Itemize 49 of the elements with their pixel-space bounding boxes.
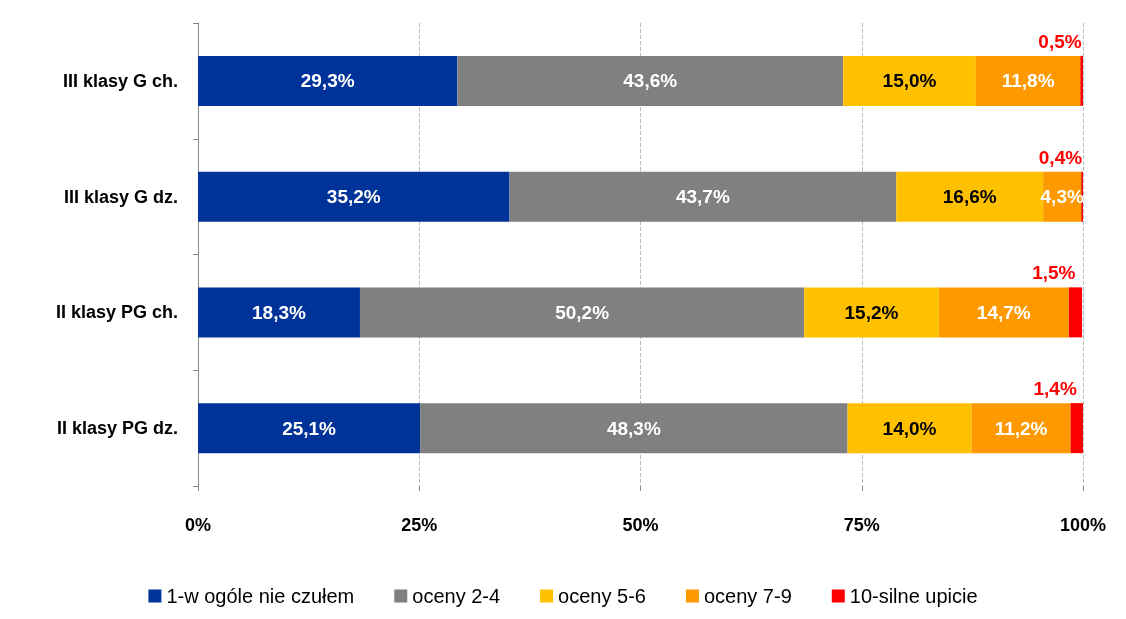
bar [975,55,1081,106]
data-label: 0,4% [1038,146,1083,168]
data-label: 25,1% [282,417,337,439]
data-label: 43,6% [623,70,678,92]
y-tick-label: II klasy PG dz. [56,418,178,439]
y-tick-label: II klasy PG ch. [55,302,178,323]
x-tick-label: 25% [401,515,438,535]
bar [198,287,360,338]
data-label: 50,2% [555,301,610,323]
data-label: 0,5% [1038,30,1082,52]
x-tick-label: 75% [843,515,880,535]
bar [198,55,458,106]
data-label: 43,7% [675,186,730,208]
x-tick-label: 100% [1059,515,1107,535]
x-tick-label: 0% [184,515,212,535]
data-label: 1,4% [1033,378,1077,400]
data-label: 14,0% [882,417,937,439]
data-label: 35,2% [326,186,381,208]
data-label: 18,3% [252,301,307,323]
bar [843,55,976,106]
data-label: 14,7% [976,301,1031,323]
bar [198,403,421,454]
data-label: 11,8% [1001,70,1055,92]
bar [1068,287,1083,338]
y-tick-label: III klasy G ch. [62,70,178,91]
data-label: 48,3% [606,417,661,439]
legend-label: oceny 7-9 [703,585,792,607]
legend-label: 1-w ogóle nie czułem [166,585,355,607]
legend-label: oceny 5-6 [558,585,646,607]
data-label: 29,3% [300,70,355,92]
bar [804,287,939,338]
data-label: 15,0% [882,70,937,92]
x-tick-label: 50% [622,515,659,535]
legend-label: oceny 2-4 [412,585,501,607]
bar [509,171,897,222]
y-tick-label: III klasy G dz. [63,186,178,207]
bar [971,403,1071,454]
legend-label: 10-silne upicie [849,585,978,607]
bar [847,403,972,454]
bar [938,287,1069,338]
data-label: 11,2% [994,417,1048,439]
bar [359,287,805,338]
bar [1070,403,1083,454]
data-label: 16,6% [942,186,997,208]
bar [198,171,510,222]
bar [457,55,844,106]
bar [420,403,848,454]
data-label: 15,2% [844,301,899,323]
data-label: 1,5% [1032,262,1076,284]
